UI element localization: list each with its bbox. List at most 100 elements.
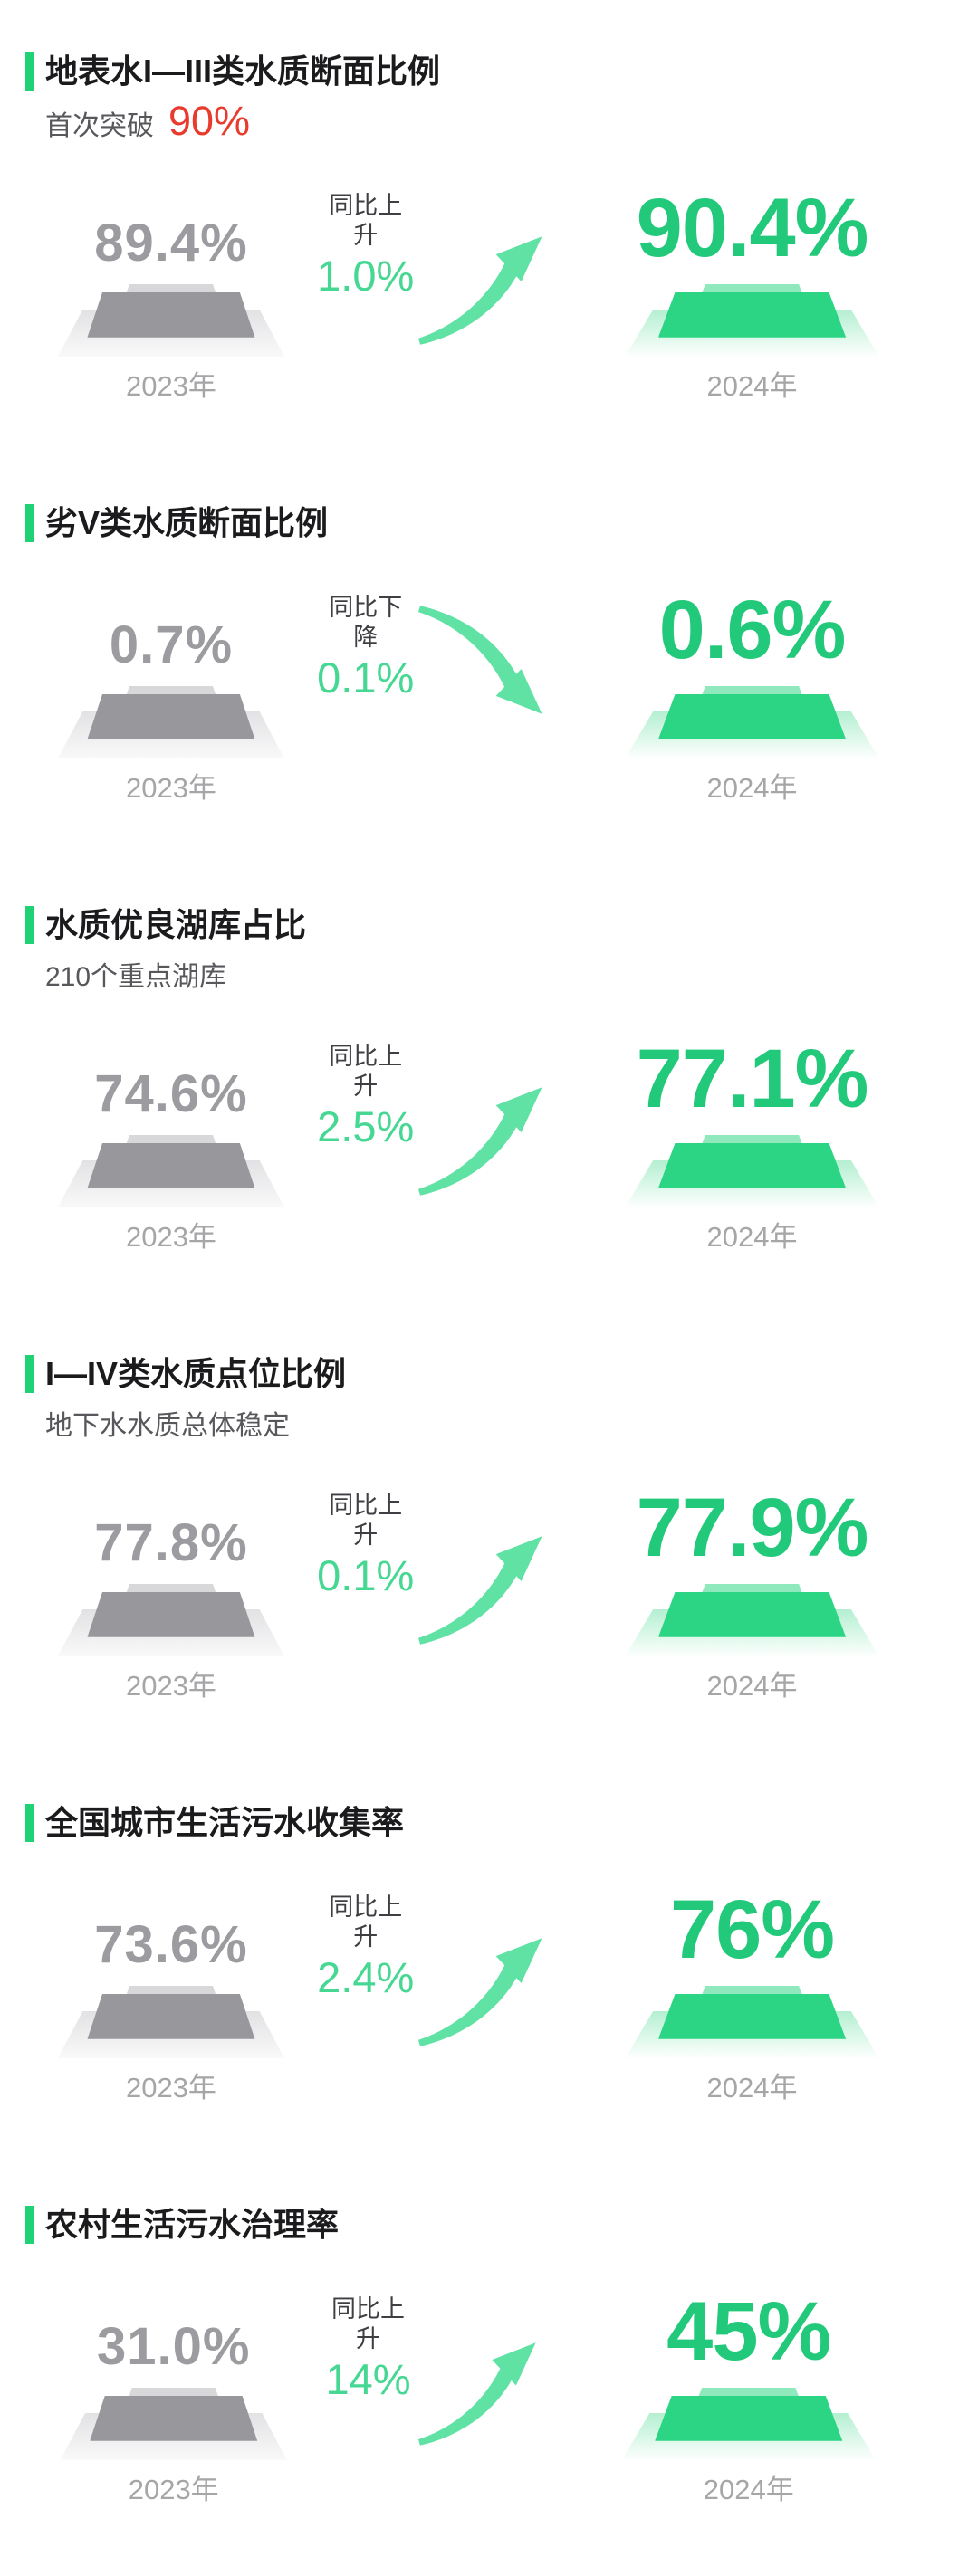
infographic-canvas: 地表水I—III类水质断面比例 首次突破 90% 89.4% 2023年 同比上…: [25, 51, 951, 2506]
section-title: 全国城市生活污水收集率: [45, 1803, 405, 1841]
change-block: 同比上升 2.4%: [317, 1893, 553, 2104]
green-podium: [625, 685, 879, 758]
change-value: 0.1%: [317, 654, 415, 702]
previous-year-value: 0.7%: [109, 615, 234, 674]
change-text: 同比下降 0.1%: [317, 593, 415, 705]
podium-mid-layer: [87, 1142, 255, 1188]
current-year-label: 2024年: [706, 1220, 798, 1253]
title-accent-bar: [25, 1355, 34, 1394]
current-year-label: 2024年: [706, 771, 798, 804]
metric-section: I—IV类水质点位比例 地下水水质总体稳定 77.8% 2023年 同比上升 0…: [25, 1353, 951, 1703]
trend-arrow-down-icon: [417, 606, 542, 714]
comparison-row: 0.7% 2023年 同比下降 0.1% 0.6%: [25, 588, 951, 805]
current-year-value: 0.6%: [658, 583, 847, 676]
section-title-row: I—IV类水质点位比例: [25, 1353, 951, 1396]
trend-arrow-icon: [417, 236, 542, 345]
metric-section: 地表水I—III类水质断面比例 首次突破 90% 89.4% 2023年 同比上…: [25, 51, 951, 403]
subtitle-text: 210个重点湖库: [45, 961, 227, 992]
podium-mid-layer: [87, 1993, 255, 2039]
podium-mid-layer: [657, 1993, 847, 2039]
change-value: 1.0%: [317, 252, 415, 301]
change-text: 同比上升 2.4%: [317, 1893, 415, 2005]
change-direction-label: 同比上升: [331, 2295, 405, 2352]
green-podium: [625, 1583, 879, 1656]
change-direction-label: 同比下降: [329, 594, 403, 651]
section-subtitle: 210个重点湖库: [45, 954, 951, 994]
change-direction-label: 同比上升: [329, 1894, 403, 1951]
gray-podium: [57, 1583, 284, 1656]
metric-section: 全国城市生活污水收集率 73.6% 2023年 同比上升 2.4%: [25, 1802, 951, 2104]
current-year-block: 77.9% 2024年: [553, 1486, 951, 1703]
current-year-label: 2024年: [706, 369, 798, 402]
section-title: 水质优良湖库占比: [45, 905, 307, 943]
current-year-value: 77.1%: [636, 1032, 869, 1125]
change-text: 同比上升 14%: [321, 2295, 414, 2407]
title-accent-bar: [25, 52, 34, 91]
change-block: 同比上升 2.5%: [317, 1042, 553, 1254]
current-year-block: 76% 2024年: [553, 1888, 951, 2104]
previous-year-block: 31.0% 2023年: [25, 2316, 321, 2506]
change-block: 同比下降 0.1%: [317, 593, 553, 805]
change-text: 同比上升 1.0%: [317, 191, 415, 303]
previous-year-block: 74.6% 2023年: [25, 1064, 317, 1254]
title-accent-bar: [25, 906, 34, 945]
current-year-value: 76%: [669, 1883, 835, 1976]
previous-year-label: 2023年: [125, 1669, 216, 1702]
change-direction-label: 同比上升: [329, 192, 403, 249]
change-text: 同比上升 2.5%: [317, 1042, 415, 1154]
section-title-row: 水质优良湖库占比: [25, 904, 951, 947]
subtitle-highlight: 90%: [168, 97, 251, 144]
previous-year-label: 2023年: [125, 1220, 216, 1253]
current-year-block: 0.6% 2024年: [553, 588, 951, 805]
section-title-row: 劣V类水质断面比例: [25, 502, 951, 545]
previous-year-value: 31.0%: [96, 2316, 251, 2376]
gray-podium: [57, 283, 284, 357]
trend-arrow-icon: [417, 1536, 542, 1645]
trend-arrow-icon: [417, 2342, 536, 2446]
change-value: 2.5%: [317, 1102, 415, 1151]
change-direction-label: 同比上升: [329, 1492, 403, 1549]
current-year-block: 45% 2024年: [547, 2290, 952, 2506]
podium-mid-layer: [657, 1591, 847, 1637]
section-title: I—IV类水质点位比例: [45, 1354, 347, 1392]
podium-mid-layer: [657, 291, 847, 338]
comparison-row: 31.0% 2023年 同比上升 14% 45%: [25, 2290, 951, 2506]
podium-mid-layer: [655, 2395, 843, 2441]
change-value: 0.1%: [317, 1551, 415, 1600]
green-podium: [625, 1985, 879, 2058]
current-year-value: 77.9%: [636, 1481, 869, 1574]
current-year-block: 77.1% 2024年: [553, 1037, 951, 1254]
comparison-row: 89.4% 2023年 同比上升 1.0% 90.4%: [25, 186, 951, 403]
title-accent-bar: [25, 504, 34, 543]
podium-mid-layer: [657, 693, 847, 739]
previous-year-value: 77.8%: [94, 1512, 248, 1572]
change-value: 14%: [325, 2355, 411, 2404]
trend-arrow-icon: [417, 1938, 542, 2046]
current-year-label: 2024年: [703, 2473, 794, 2505]
change-value: 2.4%: [317, 1953, 415, 2002]
comparison-row: 74.6% 2023年 同比上升 2.5% 77.1%: [25, 1037, 951, 1254]
current-year-label: 2024年: [706, 1669, 798, 1702]
gray-podium: [57, 685, 284, 758]
change-block: 同比上升 0.1%: [317, 1491, 553, 1703]
previous-year-value: 74.6%: [94, 1064, 248, 1123]
previous-year-block: 77.8% 2023年: [25, 1512, 317, 1703]
podium-mid-layer: [87, 291, 255, 338]
change-text: 同比上升 0.1%: [317, 1491, 415, 1603]
section-title-row: 全国城市生活污水收集率: [25, 1802, 951, 1845]
section-title: 地表水I—III类水质断面比例: [45, 52, 441, 90]
section-subtitle: 首次突破 90%: [45, 100, 951, 143]
podium-mid-layer: [657, 1142, 847, 1188]
previous-year-label: 2023年: [125, 771, 216, 804]
title-accent-bar: [25, 1804, 34, 1843]
metric-section: 农村生活污水治理率 31.0% 2023年 同比上升 14%: [25, 2204, 951, 2506]
previous-year-label: 2023年: [128, 2473, 219, 2505]
podium-mid-layer: [87, 1591, 255, 1637]
green-podium: [625, 1134, 879, 1207]
podium-mid-layer: [90, 2395, 258, 2441]
previous-year-block: 0.7% 2023年: [25, 615, 317, 805]
metric-section: 水质优良湖库占比 210个重点湖库 74.6% 2023年 同比上升 2.5%: [25, 904, 951, 1254]
previous-year-block: 73.6% 2023年: [25, 1918, 317, 2104]
current-year-block: 90.4% 2024年: [553, 186, 951, 403]
section-subtitle: 地下水水质总体稳定: [45, 1403, 951, 1443]
